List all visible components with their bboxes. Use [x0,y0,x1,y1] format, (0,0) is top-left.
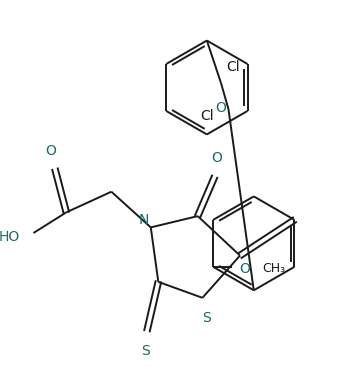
Text: O: O [239,262,250,276]
Text: N: N [139,213,149,227]
Text: O: O [211,151,222,165]
Text: O: O [215,101,226,115]
Text: O: O [45,144,56,158]
Text: S: S [141,344,150,358]
Text: S: S [202,311,211,325]
Text: Cl: Cl [200,109,214,123]
Text: Cl: Cl [226,60,240,74]
Text: HO: HO [0,230,20,244]
Text: CH₃: CH₃ [262,262,285,275]
